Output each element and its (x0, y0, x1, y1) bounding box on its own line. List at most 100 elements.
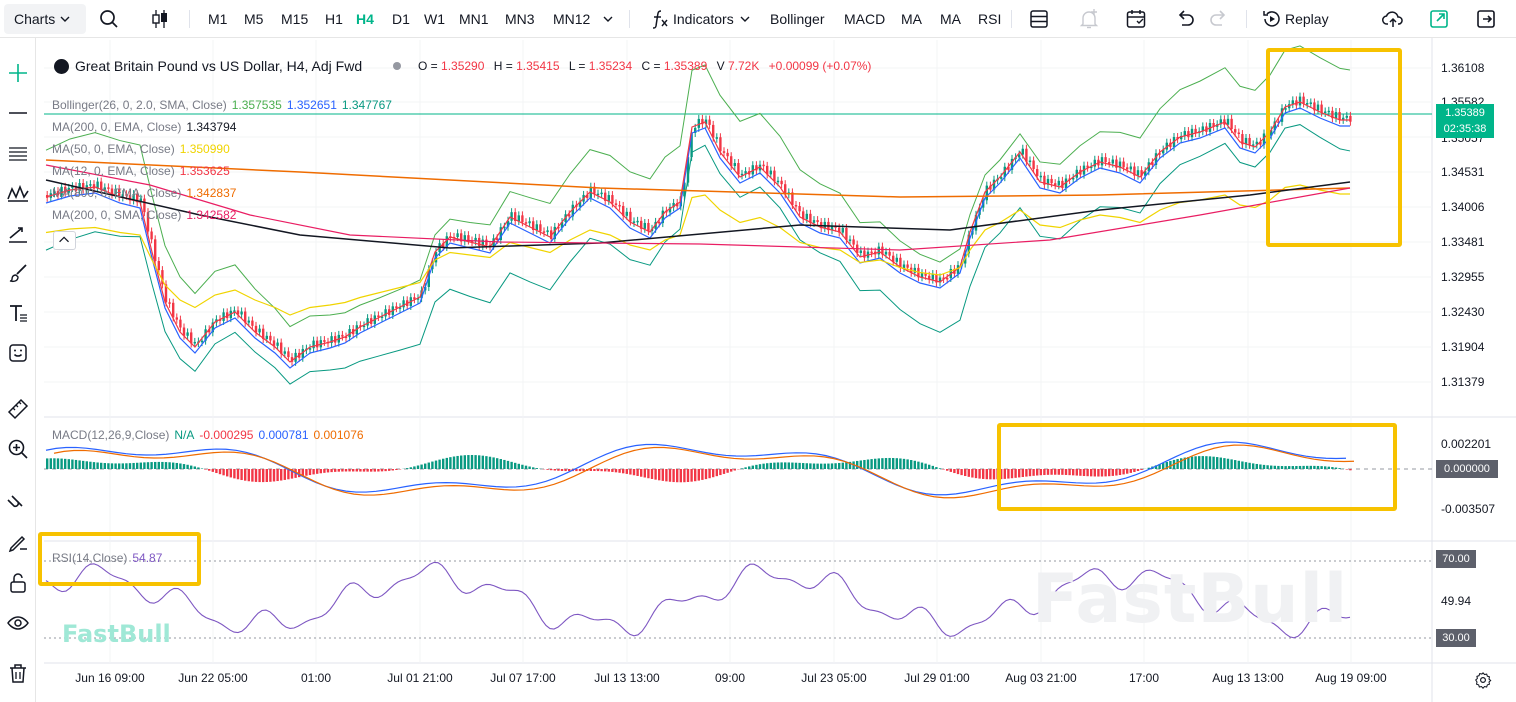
replay-icon[interactable] (1260, 7, 1284, 31)
study-macd[interactable]: MACD (844, 11, 886, 27)
brush-icon[interactable] (6, 261, 30, 285)
candle-body (1298, 96, 1302, 106)
timeframe-w1[interactable]: W1 (424, 11, 445, 27)
legend-ma800-ema[interactable]: MA(800, 0, EMA, Close) 1.342837 (52, 186, 241, 200)
legend-ma50-ema[interactable]: MA(50, 0, EMA, Close) 1.350990 (52, 142, 235, 156)
macd-histogram-bar (427, 462, 430, 469)
timeframe-dropdown-icon[interactable] (601, 8, 615, 28)
ruler-icon[interactable] (6, 397, 30, 421)
timeframe-m1[interactable]: M1 (208, 11, 228, 27)
candle-body (1144, 171, 1147, 176)
macd-histogram-bar (985, 469, 988, 480)
ma12-line (45, 101, 1350, 363)
candle-body (1100, 157, 1104, 166)
candle-body (71, 186, 74, 188)
candle-body (164, 284, 168, 303)
candle-body (701, 118, 704, 125)
legend-ma200-sma[interactable]: MA(200, 0, SMA, Close) 1.342582 (52, 208, 241, 222)
timeframe-m15[interactable]: M15 (281, 11, 309, 27)
collapse-legend-button[interactable] (53, 231, 76, 250)
candle-body (132, 194, 135, 201)
macd-histogram-bar (809, 463, 812, 469)
timeframe-mn12[interactable]: MN12 (553, 11, 591, 27)
charts-menu-button[interactable] (4, 4, 86, 34)
candle-body (186, 332, 189, 336)
zoom-in-icon[interactable] (6, 437, 30, 461)
replay-button[interactable]: Replay (1285, 11, 1329, 27)
candle-body (82, 183, 85, 190)
add-alert-icon[interactable] (1077, 7, 1101, 31)
indicators-button[interactable]: Indicators (673, 11, 734, 27)
candle-body (578, 201, 582, 207)
macd-histogram-bar (946, 469, 949, 471)
candle-body (200, 340, 204, 343)
macd-histogram-bar (240, 469, 243, 481)
macd-histogram-bar (1014, 469, 1017, 478)
study-ma-1[interactable]: MA (901, 11, 922, 27)
macd-histogram-bar (546, 469, 549, 470)
draw-mode-icon[interactable] (6, 531, 30, 555)
visibility-eye-icon[interactable] (6, 611, 30, 635)
toolbar-separator (629, 10, 630, 28)
candle-body (96, 181, 99, 189)
timeframe-m5[interactable]: M5 (244, 11, 264, 27)
timeframe-h4[interactable]: H4 (356, 11, 374, 27)
macd-histogram-bar (1324, 466, 1327, 469)
share-icon[interactable] (1427, 7, 1451, 31)
crosshair-icon[interactable] (6, 61, 30, 85)
redo-icon[interactable] (1207, 7, 1231, 31)
macd-histogram-bar (128, 463, 132, 469)
macd-histogram-bar (406, 468, 409, 469)
layout-icon[interactable] (1027, 7, 1051, 31)
undo-icon[interactable] (1173, 7, 1197, 31)
macd-histogram-bar (672, 469, 675, 483)
legend-bollinger[interactable]: Bollinger(26, 0, 2.0, SMA, Close) 1.35753… (52, 98, 397, 112)
candle-body (1007, 166, 1010, 170)
legend-ma12-ema[interactable]: MA(12, 0, EMA, Close) 1.353625 (52, 164, 235, 178)
trend-tool-icon[interactable] (6, 221, 30, 245)
macd-histogram-bar (1108, 469, 1111, 477)
candle-body (1349, 115, 1352, 122)
macd-histogram-bar (395, 469, 398, 470)
legend-rsi[interactable]: RSI(14,Close) 54.87 (52, 551, 167, 565)
legend-macd[interactable]: MACD(12,26,9,Close) N/A -0.000295 0.000781 0… (52, 428, 369, 442)
function-fx-icon[interactable] (648, 7, 672, 31)
macd-histogram-bar (499, 459, 502, 469)
candlestick-type-icon[interactable] (148, 7, 172, 31)
macd-histogram-bar (992, 469, 996, 480)
timeframe-mn1[interactable]: MN1 (459, 11, 489, 27)
timeframe-d1[interactable]: D1 (392, 11, 410, 27)
timeframe-h1[interactable]: H1 (325, 11, 343, 27)
logout-icon[interactable] (1474, 7, 1498, 31)
macd-histogram-bar (92, 462, 96, 469)
candle-body (1342, 117, 1345, 120)
magnet-icon[interactable] (6, 490, 30, 514)
legend-ma200-ema[interactable]: MA(200, 0, EMA, Close) 1.343794 (52, 120, 241, 134)
macd-histogram-bar (143, 462, 146, 469)
study-bollinger[interactable]: Bollinger (770, 11, 825, 27)
candle-body (398, 307, 402, 309)
pattern-icon[interactable] (6, 181, 30, 205)
search-icon[interactable] (97, 7, 121, 31)
text-tool-icon[interactable] (6, 301, 30, 325)
delete-trash-icon[interactable] (6, 661, 30, 685)
macd-histogram-bar (1302, 465, 1305, 469)
parallel-channel-icon[interactable] (6, 141, 30, 165)
candle-body (128, 195, 132, 201)
candle-body (892, 255, 895, 262)
macd-histogram-bar (1072, 469, 1075, 476)
study-rsi[interactable]: RSI (978, 11, 1002, 27)
macd-histogram-bar (1270, 465, 1273, 469)
calendar-icon[interactable] (1124, 7, 1148, 31)
emoji-icon[interactable] (6, 341, 30, 365)
macd-histogram-bar (96, 462, 99, 469)
horizontal-line-icon[interactable] (6, 101, 30, 125)
lock-icon[interactable] (6, 571, 30, 595)
cloud-upload-icon[interactable] (1381, 7, 1405, 31)
study-ma-2[interactable]: MA (940, 11, 961, 27)
macd-histogram-bar (1000, 469, 1003, 480)
candle-body (870, 251, 873, 254)
timeframe-mn3[interactable]: MN3 (505, 11, 535, 27)
chart-settings-gear-icon[interactable] (1474, 671, 1492, 689)
